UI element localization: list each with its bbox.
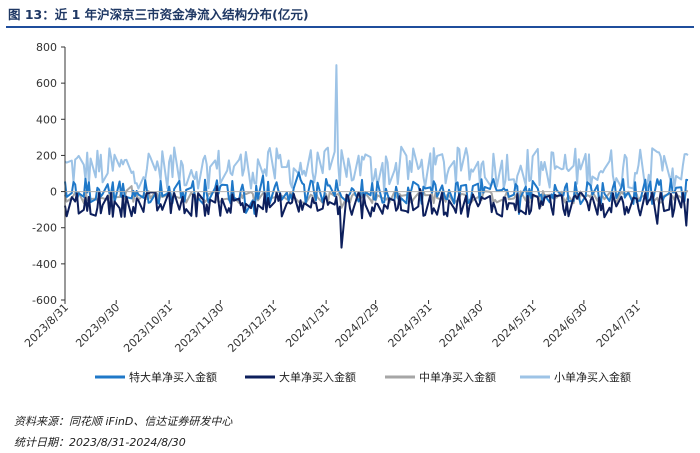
x-tick-label: 2024/1/31 bbox=[283, 301, 332, 350]
x-tick-label: 2023/12/31 bbox=[225, 301, 279, 355]
x-tick-label: 2023/11/30 bbox=[172, 301, 226, 355]
x-tick-label: 2023/9/30 bbox=[73, 301, 122, 350]
x-tick-label: 2024/4/30 bbox=[437, 301, 486, 350]
series-line bbox=[64, 185, 689, 249]
source-note: 资料来源：同花顺 iFinD、信达证券研发中心 bbox=[14, 415, 233, 428]
y-tick-label: -400 bbox=[32, 258, 57, 271]
x-tick-label: 2024/2/29 bbox=[333, 301, 382, 350]
legend: 特大单净买入金额 大单净买入金额 中单净买入金额 小单净买入金额 bbox=[95, 370, 631, 384]
x-tick-label: 2024/3/31 bbox=[386, 301, 435, 350]
y-tick-label: 200 bbox=[36, 149, 57, 162]
fund-flow-line-chart: -600 -400 -200 0 200 400 600 800 2023/8/31 2023/9… bbox=[22, 41, 689, 384]
legend-label: 特大单净买入金额 bbox=[129, 370, 217, 384]
period-note: 统计日期：2023/8/31-2024/8/30 bbox=[14, 436, 186, 449]
y-tick-label: -600 bbox=[32, 294, 57, 307]
y-tick-label: 600 bbox=[36, 77, 57, 90]
x-tick-label: 2024/6/30 bbox=[541, 301, 590, 350]
x-tick-label: 2023/10/31 bbox=[121, 301, 175, 355]
x-tick-label: 2023/8/31 bbox=[22, 301, 71, 350]
x-tick-label: 2024/7/31 bbox=[594, 301, 643, 350]
legend-label: 小单净买入金额 bbox=[554, 370, 631, 384]
chart-title: 图 13：近 1 年沪深京三市资金净流入结构分布(亿元) bbox=[8, 7, 309, 22]
x-tick-label: 2024/5/31 bbox=[490, 301, 539, 350]
legend-label: 中单净买入金额 bbox=[419, 370, 496, 384]
series-line bbox=[64, 64, 689, 197]
title-divider bbox=[6, 26, 694, 28]
y-tick-label: 0 bbox=[50, 186, 57, 199]
y-tick-label: 800 bbox=[36, 41, 57, 54]
series-lines bbox=[64, 64, 689, 249]
legend-label: 大单净买入金额 bbox=[279, 370, 356, 384]
y-tick-label: -200 bbox=[32, 222, 57, 235]
y-tick-label: 400 bbox=[36, 113, 57, 126]
